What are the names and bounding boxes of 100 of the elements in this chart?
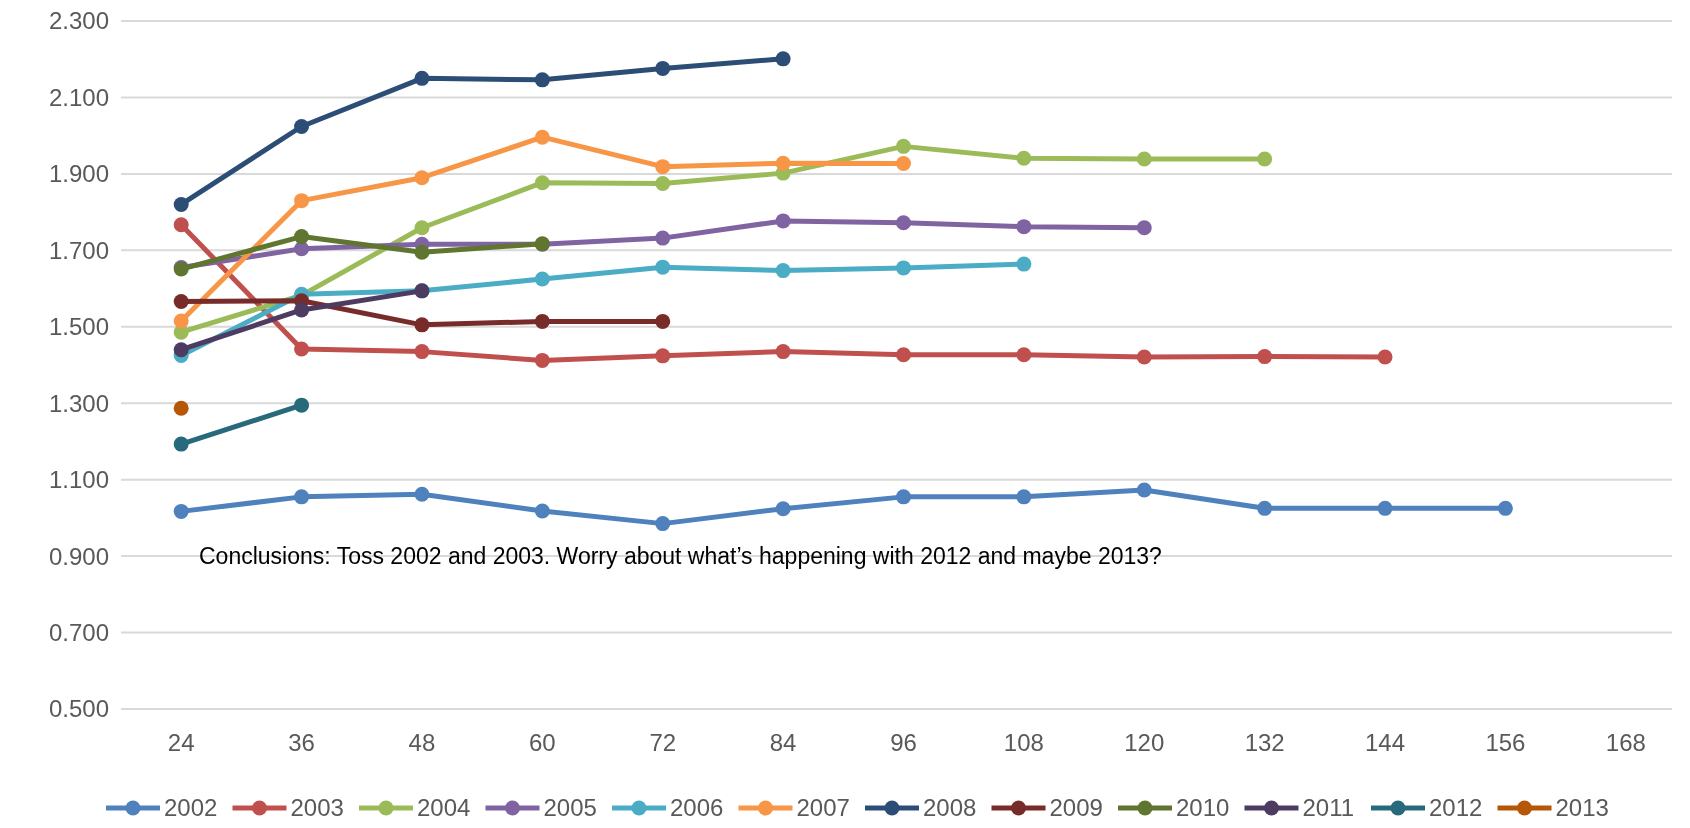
y-tick-label: 1.300 <box>48 389 109 417</box>
point <box>896 489 911 505</box>
point <box>414 70 430 86</box>
y-tick-label: 0.900 <box>48 542 109 570</box>
legend-label: 2005 <box>543 794 597 822</box>
point <box>655 60 671 76</box>
x-tick-label: 108 <box>1003 729 1044 756</box>
y-tick-label: 1.500 <box>48 313 109 341</box>
point <box>173 294 189 310</box>
point <box>896 156 911 172</box>
point <box>294 397 310 413</box>
legend-label: 2011 <box>1302 794 1355 822</box>
point <box>775 155 791 171</box>
point <box>294 119 310 134</box>
x-tick-label: 48 <box>408 729 436 756</box>
point <box>655 159 671 175</box>
point <box>1016 347 1032 363</box>
point <box>896 138 911 154</box>
point <box>655 348 671 364</box>
point <box>655 175 671 191</box>
annotation: Conclusions: Toss 2002 and 2003. Worry about what’s happening with 2012 and maybe 2013? <box>199 543 1162 570</box>
point <box>414 244 430 260</box>
point <box>1497 500 1513 516</box>
point <box>173 400 189 416</box>
point <box>173 313 189 329</box>
point <box>1377 500 1393 516</box>
point <box>1257 500 1273 516</box>
point <box>534 271 550 287</box>
point <box>1377 349 1393 365</box>
y-tick-label: 1.100 <box>48 466 109 494</box>
x-tick-label: 144 <box>1365 729 1406 756</box>
point <box>173 503 189 519</box>
x-tick-label: 60 <box>528 729 556 756</box>
x-tick-label: 72 <box>649 729 677 756</box>
point <box>414 317 430 333</box>
point <box>294 302 310 318</box>
y-tick-label: 1.900 <box>48 160 109 188</box>
legend-label: 2013 <box>1555 794 1609 822</box>
legend-label: 2002 <box>164 794 218 822</box>
x-tick-label: 156 <box>1485 729 1526 756</box>
x-tick-label: 24 <box>167 729 195 756</box>
x-tick-label: 132 <box>1244 729 1285 756</box>
y-tick-label: 1.700 <box>48 236 109 264</box>
point <box>173 196 189 212</box>
point <box>534 313 550 329</box>
x-tick-label: 84 <box>769 729 797 756</box>
y-tick-label: 2.300 <box>48 7 109 35</box>
point <box>655 313 671 329</box>
legend-label: 2006 <box>670 794 724 822</box>
point <box>294 341 310 357</box>
point <box>1257 349 1273 365</box>
x-tick-label: 120 <box>1124 729 1165 756</box>
point <box>775 263 791 279</box>
point <box>775 344 791 360</box>
point <box>294 229 310 245</box>
legend-label: 2012 <box>1429 794 1483 822</box>
point <box>414 220 430 236</box>
point <box>534 129 550 145</box>
legend-label: 2010 <box>1176 794 1230 822</box>
point <box>775 51 791 67</box>
point <box>655 230 671 246</box>
legend-label: 2004 <box>417 794 471 822</box>
y-tick-label: 0.700 <box>48 618 109 646</box>
legend-label: 2008 <box>923 794 977 822</box>
point <box>534 72 550 88</box>
point <box>1136 482 1152 498</box>
x-tick-label: 168 <box>1605 729 1646 756</box>
point <box>1016 219 1032 235</box>
point <box>414 170 430 186</box>
point <box>173 217 189 233</box>
point <box>294 193 310 209</box>
legend-label: 2007 <box>796 794 850 822</box>
point <box>534 352 550 368</box>
point <box>534 503 550 519</box>
point <box>173 436 189 452</box>
point <box>414 486 430 502</box>
point <box>655 516 671 532</box>
legend-label: 2009 <box>1049 794 1103 822</box>
point <box>414 344 430 360</box>
point <box>1136 220 1152 236</box>
legend-label: 2003 <box>290 794 344 822</box>
point <box>655 259 671 275</box>
point <box>1136 151 1152 167</box>
point <box>1016 256 1032 272</box>
x-tick-label: 96 <box>890 729 917 756</box>
point <box>896 260 911 276</box>
point <box>1257 151 1273 167</box>
point <box>173 342 189 358</box>
point <box>775 213 791 229</box>
point <box>896 215 911 231</box>
point <box>1016 150 1032 166</box>
y-tick-label: 2.100 <box>48 83 109 111</box>
point <box>534 175 550 191</box>
point <box>1136 349 1152 365</box>
point <box>775 501 791 517</box>
point <box>896 347 911 363</box>
point <box>294 489 310 505</box>
point <box>1016 489 1032 505</box>
x-tick-label: 36 <box>288 729 315 756</box>
y-tick-label: 0.500 <box>48 695 109 723</box>
